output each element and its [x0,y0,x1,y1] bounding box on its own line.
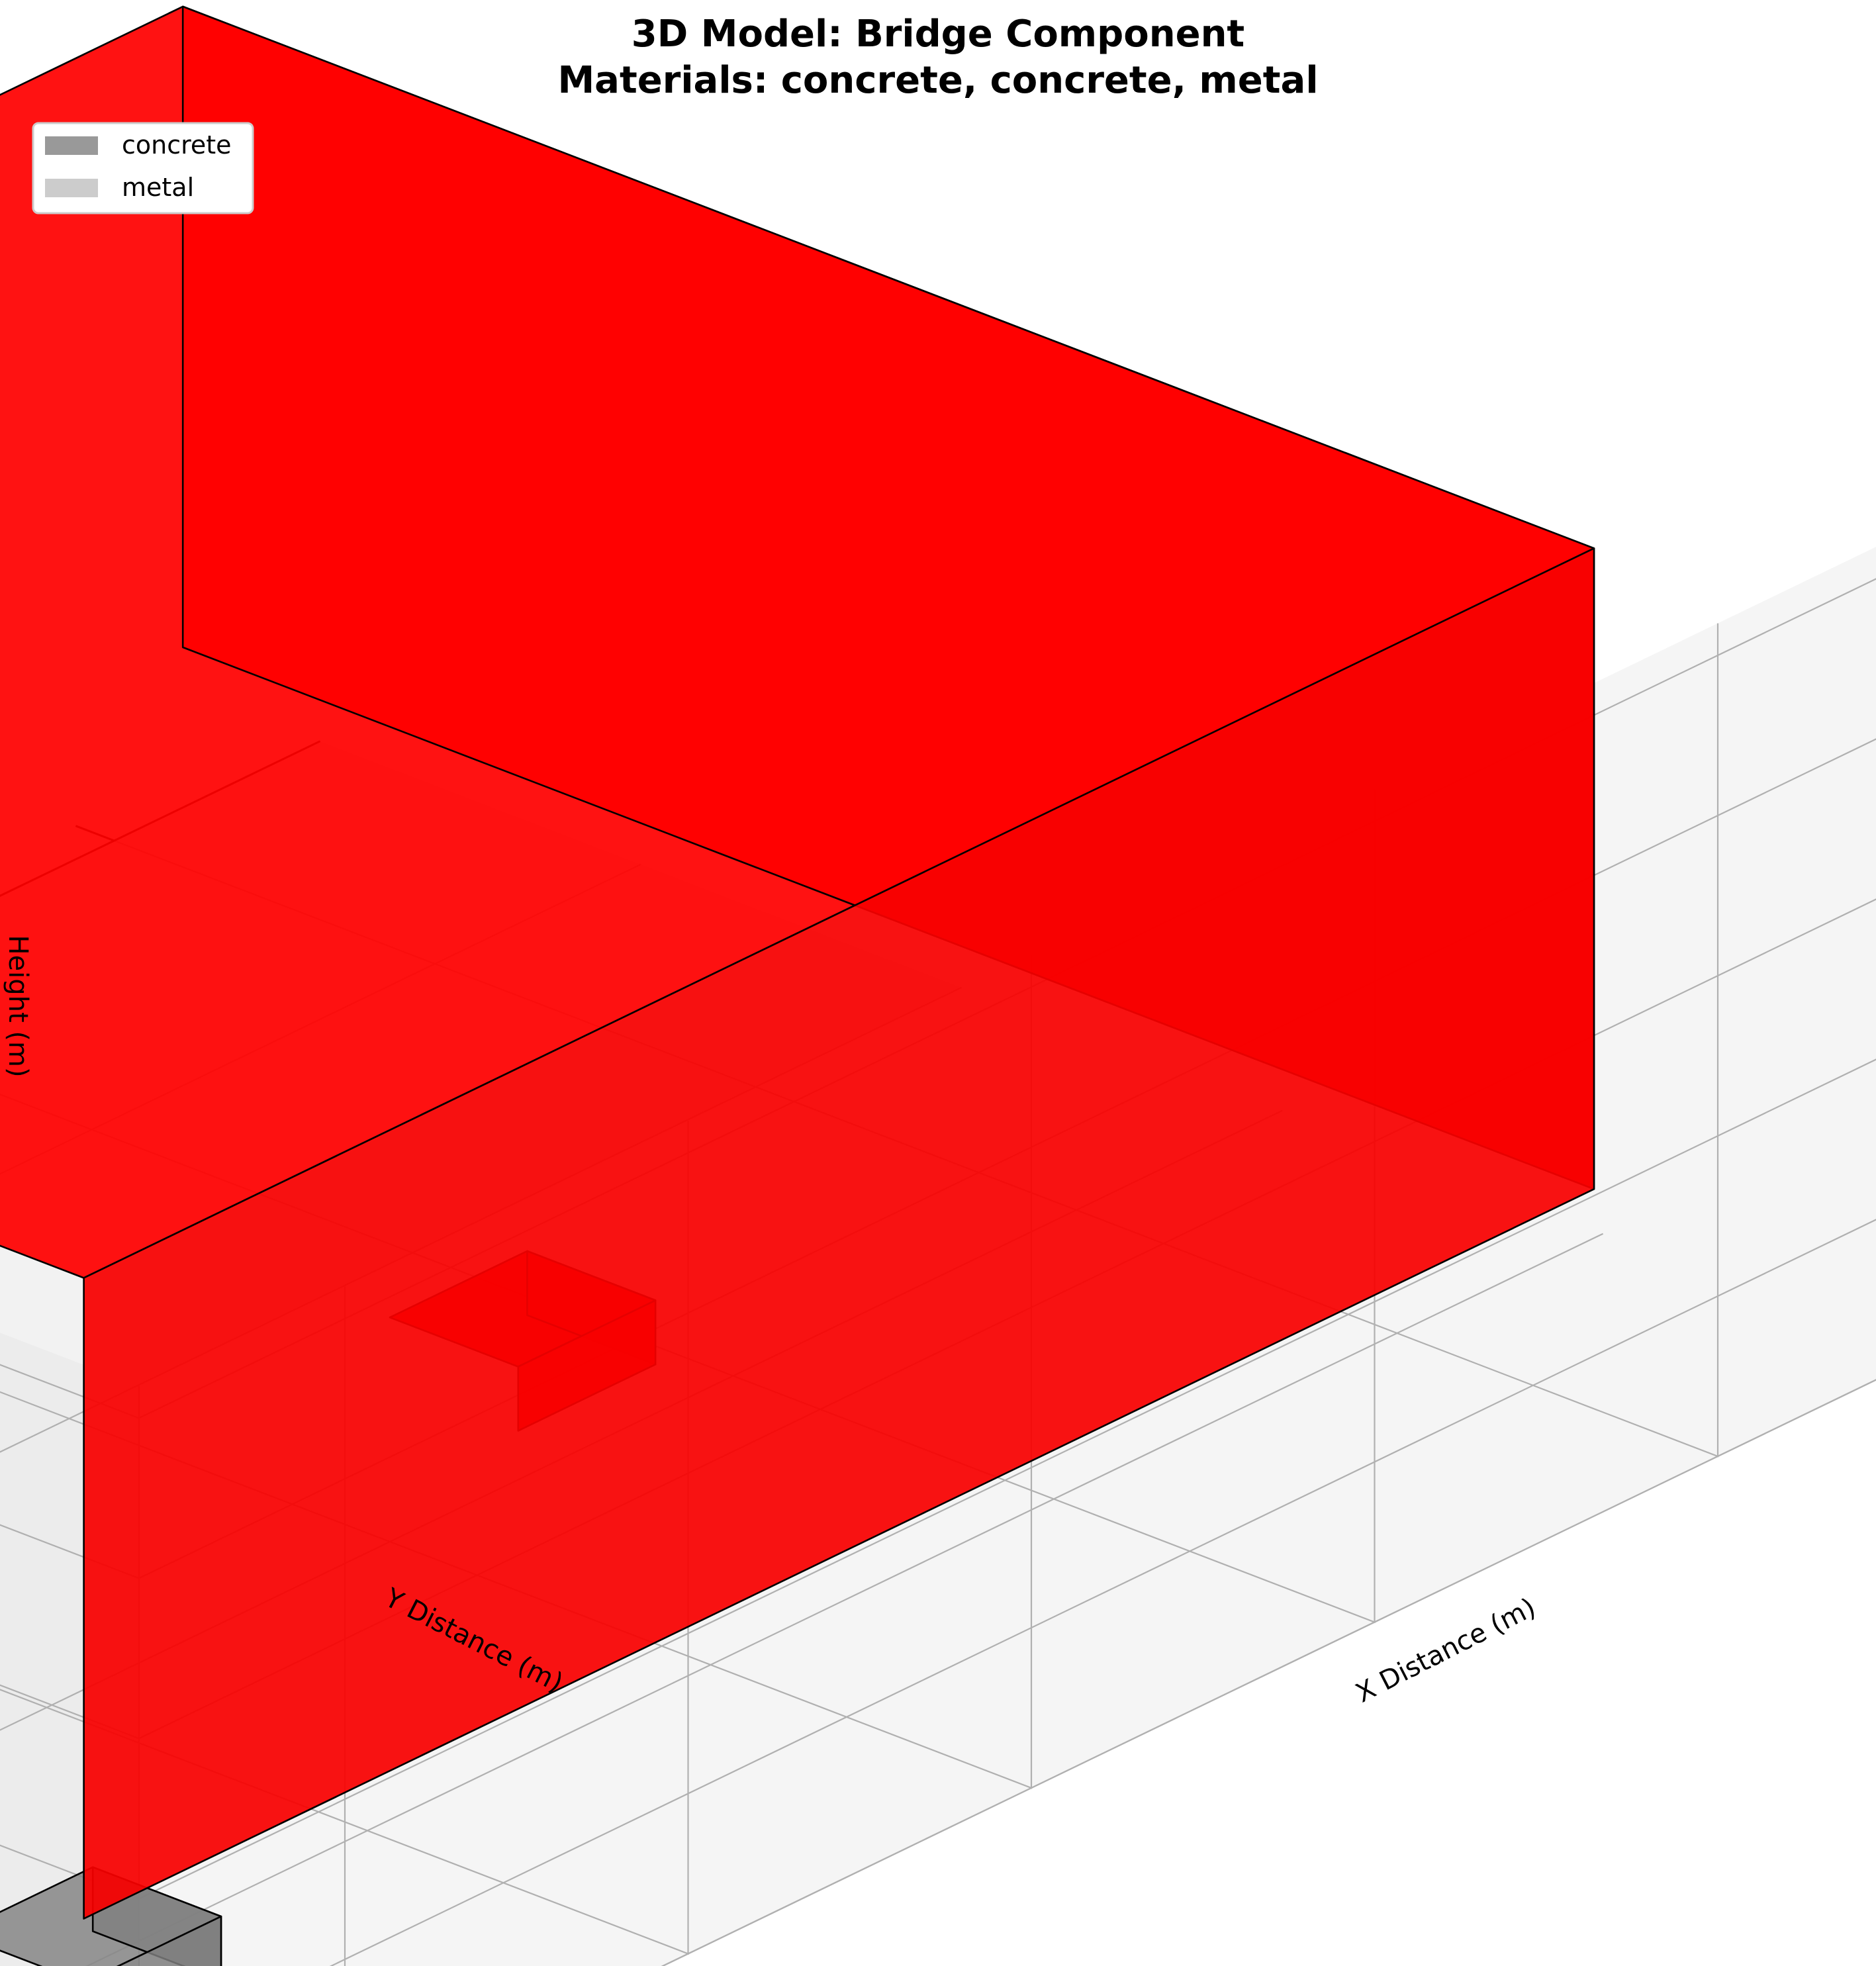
legend: concrete metal [32,122,254,214]
component-box-highlight [0,5,1595,1920]
grid-line-y [85,1233,1604,1966]
model-components [0,5,1595,1966]
legend-label-concrete: concrete [122,130,232,160]
grid-line-z [329,1219,1876,1966]
grid-line-z [661,1379,1876,1966]
chart-title: 3D Model: Bridge Component [632,13,1244,56]
legend-swatch-concrete [45,136,98,155]
box-front-right-face [116,1915,222,1966]
legend-swatch-metal [45,179,98,197]
chart-subtitle: Materials: concrete, concrete, metal [557,59,1318,102]
z-axis-label: Height (m) [3,935,33,1077]
box-front-right-face [83,547,1595,1920]
legend-label-metal: metal [122,173,194,202]
